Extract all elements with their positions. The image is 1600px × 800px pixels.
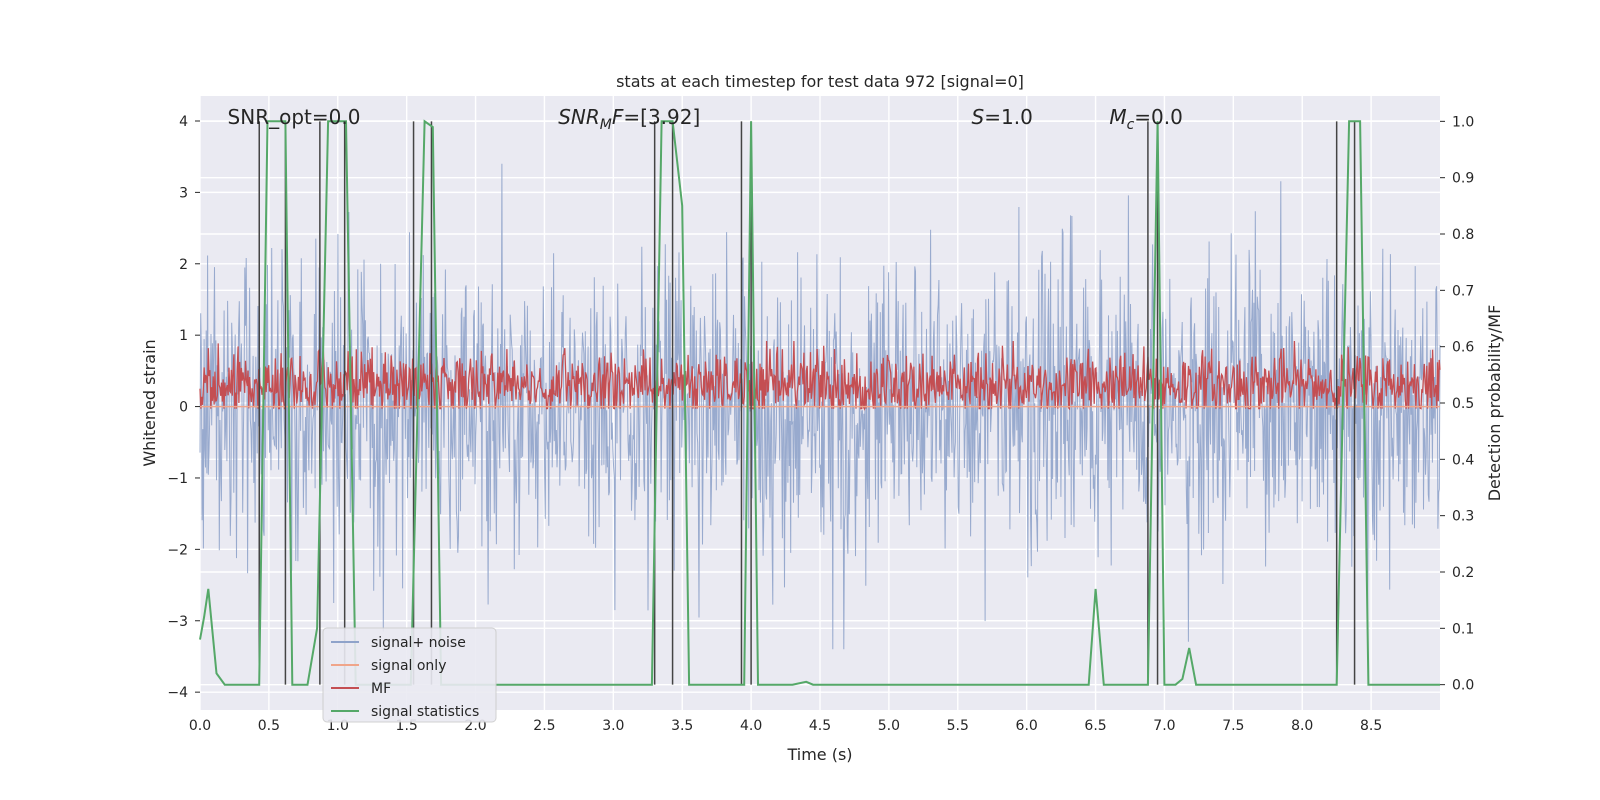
- y2-tick-label: 0.9: [1452, 171, 1474, 187]
- chart-title: stats at each timestep for test data 972…: [616, 72, 1024, 91]
- y2-tick-label: 1.0: [1452, 114, 1474, 130]
- x-tick-label: 8.0: [1291, 718, 1313, 734]
- x-tick-labels: 0.0 0.5 1.0 1.5 2.0 2.5 3.0 3.5 4.0 4.5 5.0 5.5 6.0 6…: [189, 718, 1382, 734]
- x-tick-label: 5.5: [947, 718, 969, 734]
- annotation-1: SNRMF=[3.92]: [558, 105, 700, 133]
- x-tick-label: 2.5: [533, 718, 555, 734]
- x-tick-label: 6.0: [1016, 718, 1038, 734]
- x-tick-label: 5.0: [878, 718, 900, 734]
- y2-tick-label: 0.4: [1452, 452, 1474, 468]
- y-tick-label: −4: [167, 685, 188, 701]
- x-tick-label: 7.0: [1153, 718, 1175, 734]
- x-tick-label: 6.5: [1084, 718, 1106, 734]
- x-tick-label: 0.5: [258, 718, 280, 734]
- annotations: SNR_opt=0.0 SNRMF=[3.92] S=1.0 Mc=0.0: [228, 105, 1183, 133]
- y2-tick-label: 0.1: [1452, 621, 1474, 637]
- y2-tick-label: 0.6: [1452, 340, 1474, 356]
- vertical-markers: [258, 121, 1356, 685]
- y-tick-label: 3: [179, 185, 188, 201]
- y2-tick-label: 0.7: [1452, 283, 1474, 299]
- y-tick-label: −1: [167, 471, 188, 487]
- legend-label: MF: [371, 681, 391, 697]
- y2-axis-label: Detection probability/MF: [1485, 305, 1504, 502]
- y-tick-label: 1: [179, 328, 188, 344]
- legend-label: signal statistics: [371, 704, 479, 720]
- y2-tick-label: 0.8: [1452, 227, 1474, 243]
- legend-box: [322, 627, 497, 723]
- y-tick-label: 0: [179, 400, 188, 416]
- y2-tick-label: 0.3: [1452, 509, 1474, 525]
- x-tick-label: 8.5: [1360, 718, 1382, 734]
- y-tick-labels: 4 3 2 1 0 −1 −2 −3 −4: [167, 114, 200, 701]
- x-tick-label: 4.5: [809, 718, 831, 734]
- x-tick-label: 4.0: [740, 718, 762, 734]
- legend-label: signal only: [371, 658, 446, 674]
- signal-statistics-line: [199, 119, 1440, 686]
- y-tick-label: −2: [167, 542, 188, 558]
- x-axis-label: Time (s): [786, 745, 852, 764]
- y-tick-label: −3: [167, 614, 188, 630]
- y2-tick-labels: 1.0 0.9 0.8 0.7 0.6 0.5 0.4 0.3 0.2 0.1 0.0: [1440, 114, 1474, 694]
- y2-tick-label: 0.2: [1452, 565, 1474, 581]
- annotation-2: S=1.0: [972, 105, 1033, 129]
- legend-label: signal+ noise: [371, 635, 466, 651]
- annotation-3: Mc=0.0: [1109, 105, 1183, 133]
- y2-tick-label: 0.0: [1452, 678, 1474, 694]
- y-tick-label: 4: [179, 114, 188, 130]
- y-axis-label: Whitened strain: [140, 339, 159, 466]
- x-tick-label: 3.5: [671, 718, 693, 734]
- x-tick-label: 7.5: [1222, 718, 1244, 734]
- annotation-0: SNR_opt=0.0: [228, 105, 361, 129]
- series-signal-statistics: [199, 119, 1440, 686]
- series-mf: [199, 340, 1441, 411]
- x-tick-label: 3.0: [602, 718, 624, 734]
- y-tick-label: 2: [179, 257, 188, 273]
- mf-line: [199, 340, 1441, 411]
- x-tick-label: 0.0: [189, 718, 211, 734]
- y2-tick-label: 0.5: [1452, 396, 1474, 412]
- legend: signal+ noise signal only MF signal statist…: [322, 627, 497, 723]
